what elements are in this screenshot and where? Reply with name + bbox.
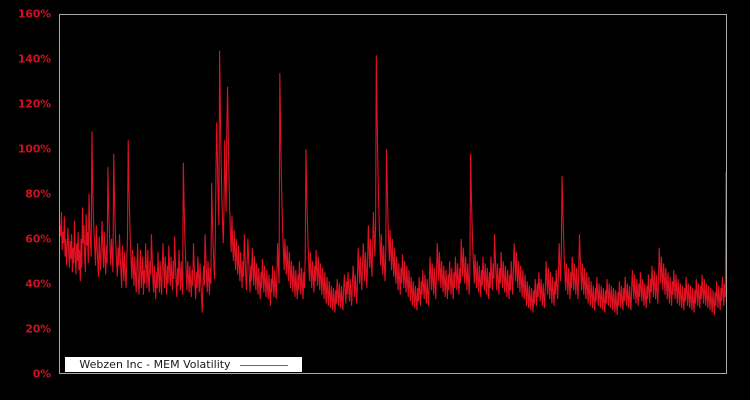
series-line-webzen-mem-volatility (60, 15, 726, 373)
y-tick-label: 40% (25, 277, 51, 291)
legend-label-webzen-mem-volatility: Webzen Inc - MEM Volatility (79, 358, 231, 371)
y-tick-label: 80% (25, 187, 51, 201)
y-tick-label: 160% (17, 7, 51, 21)
plot-area (59, 14, 727, 374)
y-axis: 0% 20% 40% 60% 80% 100% 120% 140% 160% (0, 0, 57, 400)
y-tick-label: 0% (32, 367, 51, 381)
y-tick-label: 100% (17, 142, 51, 156)
y-tick-label: 140% (17, 52, 51, 66)
chart-legend: Webzen Inc - MEM Volatility (65, 357, 302, 372)
y-tick-label: 120% (17, 97, 51, 111)
y-tick-label: 60% (25, 232, 51, 246)
legend-line-swatch (239, 359, 288, 370)
y-tick-label: 20% (25, 322, 51, 336)
